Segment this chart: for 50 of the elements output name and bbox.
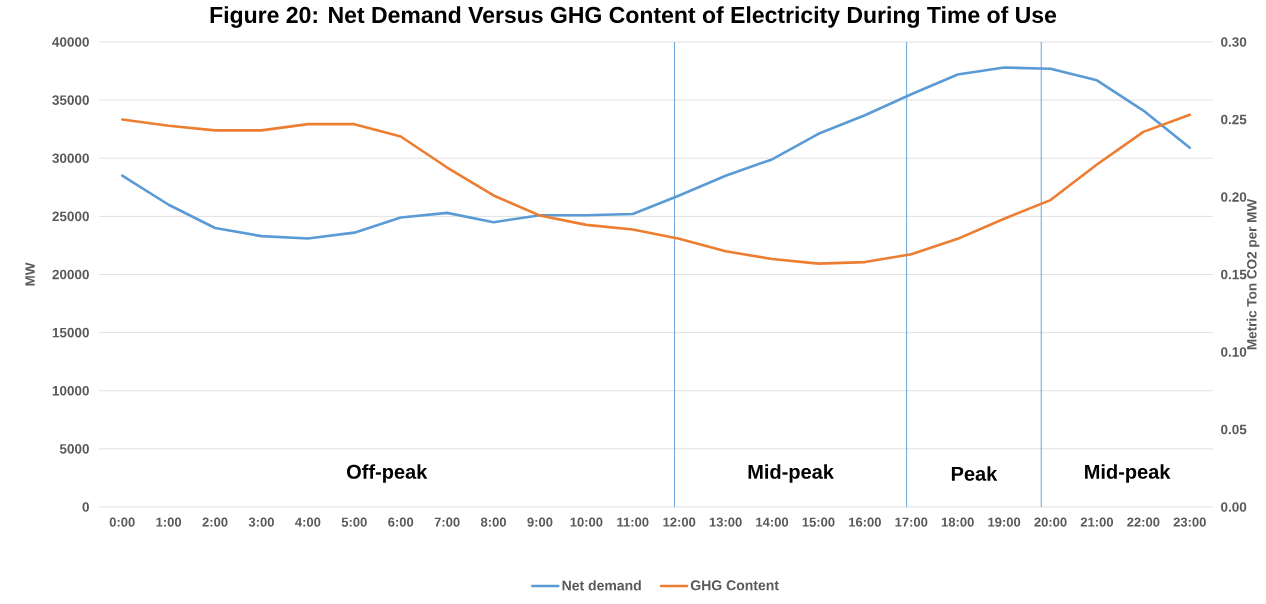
x-tick-label: 22:00 — [1127, 517, 1160, 527]
x-tick-label: 19:00 — [988, 517, 1021, 527]
x-tick-label: 2:00 — [202, 517, 228, 527]
x-tick-label: 18:00 — [941, 517, 974, 527]
y-tick-label: 15000 — [52, 327, 89, 338]
x-tick-label: 13:00 — [709, 517, 742, 527]
x-tick-label: 6:00 — [388, 517, 414, 527]
x-tick-label: 20:00 — [1034, 517, 1067, 527]
x-tick-label: 17:00 — [895, 517, 928, 527]
annotation: Off-peak — [347, 464, 428, 483]
y-tick-label: 40000 — [52, 37, 89, 47]
x-tick-label: 11:00 — [617, 517, 649, 527]
y-tick-label: 5000 — [59, 444, 89, 454]
annotation: Peak — [951, 466, 998, 481]
y-tick-label: 10000 — [52, 385, 89, 396]
y2-tick-label: 0.05 — [1221, 424, 1247, 435]
x-tick-label: 1:00 — [156, 517, 182, 527]
x-tick-label: 21:00 — [1080, 517, 1114, 527]
y2-tick-label: 0.00 — [1221, 502, 1247, 512]
x-tick-label: 15:00 — [802, 517, 835, 527]
y-tick-label: 30000 — [52, 153, 89, 164]
x-tick-label: 12:00 — [663, 517, 696, 527]
x-tick-label: 8:00 — [480, 517, 507, 527]
y2-tick-label: 0.20 — [1221, 192, 1247, 202]
x-tick-label: 16:00 — [849, 517, 881, 527]
legend-label: GHG Content — [690, 580, 779, 591]
y-tick-label: 35000 — [52, 95, 89, 105]
y-axis-title: MW — [25, 262, 35, 286]
y2-tick-label: 0.10 — [1221, 347, 1247, 357]
y2-axis-title: Metric Ton CO2 per MW — [1246, 198, 1260, 350]
x-tick-label: 7:00 — [434, 517, 460, 527]
y-tick-label: 0 — [82, 502, 89, 512]
x-tick-label: 3:00 — [248, 517, 274, 527]
x-tick-label: 14:00 — [756, 517, 789, 527]
y-tick-label: 20000 — [52, 269, 89, 280]
y2-tick-label: 0.30 — [1221, 37, 1247, 47]
x-tick-label: 9:00 — [527, 517, 553, 527]
y2-tick-label: 0.25 — [1221, 114, 1247, 125]
x-tick-label: 10:00 — [570, 517, 603, 527]
annotation: Mid-peak — [748, 464, 834, 483]
chart-title: Figure 20: Net Demand Versus GHG Content of Electricity During Time of Use — [210, 6, 1057, 28]
line-series — [120, 113, 1192, 265]
x-tick-label: 5:00 — [341, 517, 367, 527]
x-tick-label: 4:00 — [295, 517, 321, 527]
x-tick-label: 23:00 — [1173, 517, 1206, 527]
annotation: Mid-peak — [1085, 464, 1171, 483]
y2-tick-label: 0.15 — [1221, 269, 1247, 280]
x-tick-label: 0:00 — [109, 517, 135, 527]
legend-label: Net demand — [562, 580, 641, 591]
y-tick-label: 25000 — [52, 211, 89, 222]
